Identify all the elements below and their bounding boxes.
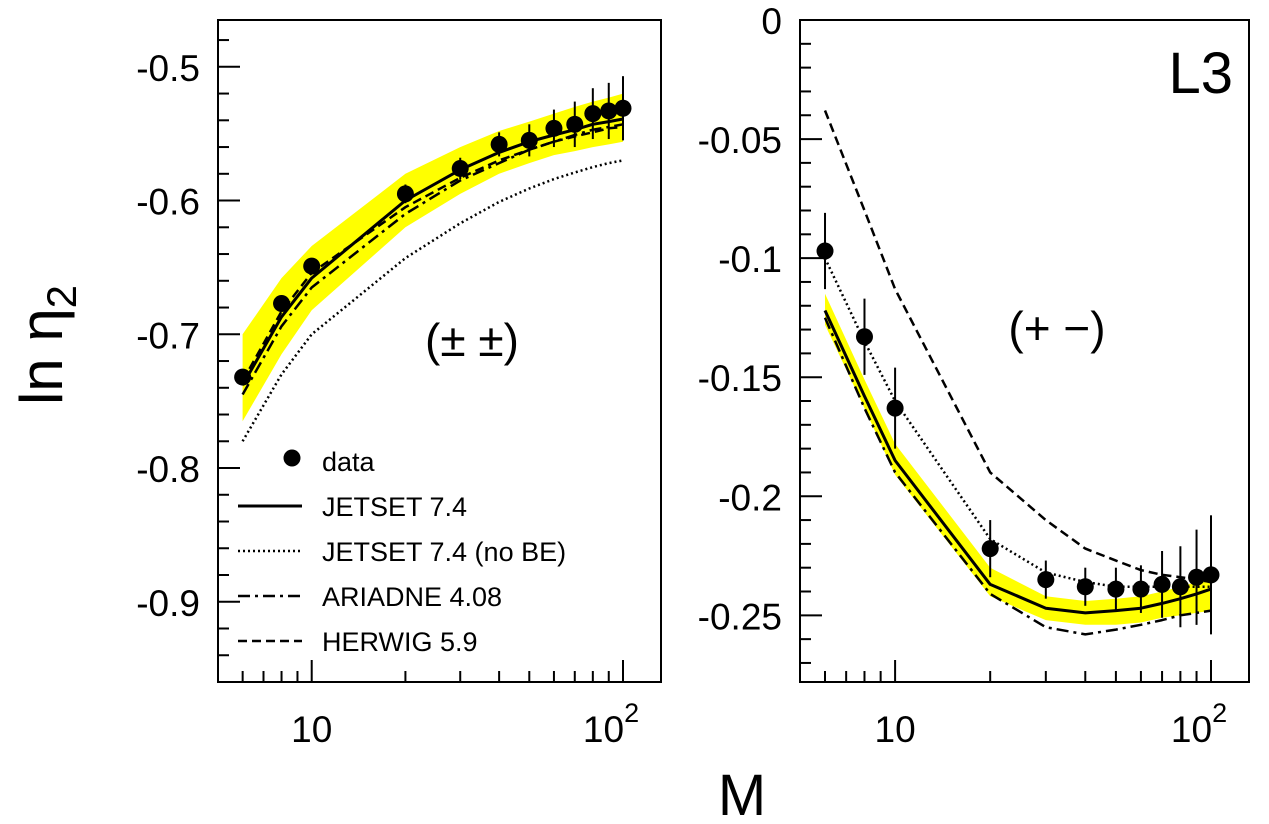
left-plot-frame [217, 19, 662, 683]
left-data-point [520, 131, 538, 149]
left-ariadne-curve [241, 123, 624, 396]
left-nobe-curve [241, 159, 624, 442]
legend-nobe-label: JETSET 7.4 (no BE) [322, 537, 566, 567]
right-plot-frame [799, 19, 1250, 683]
right-data-point [1107, 580, 1125, 598]
left-y-tick-label: -0.6 [136, 182, 200, 223]
left-panel-annotation: (± ±) [425, 314, 519, 366]
left-y-tick-label: -0.7 [136, 315, 200, 356]
right-uncertainty-band [825, 293, 1211, 625]
left-data-point [584, 105, 602, 123]
left-y-tick-label: -0.8 [136, 449, 200, 490]
right-data-point [1171, 578, 1189, 596]
left-lines-layer [241, 117, 624, 442]
right-data-point [1037, 571, 1055, 589]
left-data-point [566, 115, 584, 133]
left-panel-like-sign: -0.5 -0.6 -0.7 -0.8 -0.9 10 102 (± ±) data JET… [136, 19, 662, 750]
right-data-point [1076, 578, 1094, 596]
left-uncertainty-band [242, 93, 623, 422]
right-data-point [1132, 580, 1150, 598]
left-y-tick-label: -0.5 [136, 48, 200, 89]
left-data-point [396, 185, 414, 203]
left-data-point [614, 99, 632, 117]
legend: data JETSET 7.4 JETSET 7.4 (no BE) ARIAD… [238, 447, 566, 657]
right-data-point [1188, 568, 1206, 586]
right-jetset-curve [823, 309, 1212, 615]
right-y-tick-label: -0.15 [698, 358, 782, 399]
left-data-point [600, 102, 618, 120]
legend-data-marker [283, 449, 301, 467]
right-data-point [981, 540, 999, 558]
right-herwig-curve [823, 110, 1212, 584]
right-data-points-layer [816, 212, 1220, 635]
right-x-tick-label-100: 102 [1171, 698, 1227, 750]
left-data-point [545, 119, 563, 137]
left-jetset-curve [241, 117, 624, 386]
left-herwig-curve [241, 125, 624, 382]
right-data-point [1202, 566, 1220, 584]
y-axis-label: ln η2 [8, 285, 85, 405]
right-data-point [886, 399, 904, 417]
left-data-point [490, 135, 508, 153]
right-y-tick-label: 0 [761, 1, 782, 42]
left-data-point [451, 159, 469, 177]
x-axis-label: M [718, 763, 766, 824]
right-panel-unlike-sign: 0 -0.05 -0.1 -0.15 -0.2 -0.25 10 102 (+ −) L3 [698, 1, 1250, 750]
right-y-tick-label: -0.05 [698, 120, 782, 161]
right-y-tick-label: -0.1 [718, 239, 782, 280]
right-data-point [1153, 575, 1171, 593]
left-data-points-layer [234, 76, 632, 386]
right-y-tick-label: -0.2 [718, 477, 782, 518]
right-axes-layer: 0 -0.05 -0.1 -0.15 -0.2 -0.25 10 102 [698, 1, 1250, 750]
left-x-tick-label-100: 102 [583, 698, 639, 750]
legend-jetset-label: JETSET 7.4 [322, 492, 467, 522]
legend-ariadne-label: ARIADNE 4.08 [322, 582, 502, 612]
right-panel-annotation: (+ −) [1008, 302, 1105, 354]
left-band-layer [242, 93, 623, 422]
left-data-point [273, 295, 291, 313]
left-y-tick-label: -0.9 [136, 583, 200, 624]
right-y-tick-label: -0.25 [698, 596, 782, 637]
right-x-tick-label-10: 10 [875, 709, 916, 750]
left-axes-layer: -0.5 -0.6 -0.7 -0.8 -0.9 10 102 [136, 19, 662, 750]
right-data-point [816, 242, 834, 260]
left-data-point [303, 257, 321, 275]
experiment-label: L3 [1168, 41, 1233, 106]
legend-herwig-label: HERWIG 5.9 [322, 627, 478, 657]
right-data-point [855, 328, 873, 346]
legend-data-label: data [322, 447, 376, 477]
right-lines-layer [823, 110, 1212, 636]
left-data-point [234, 368, 252, 386]
left-x-tick-label-10: 10 [291, 709, 332, 750]
right-ariadne-curve [823, 317, 1212, 636]
right-band-layer [825, 293, 1211, 625]
